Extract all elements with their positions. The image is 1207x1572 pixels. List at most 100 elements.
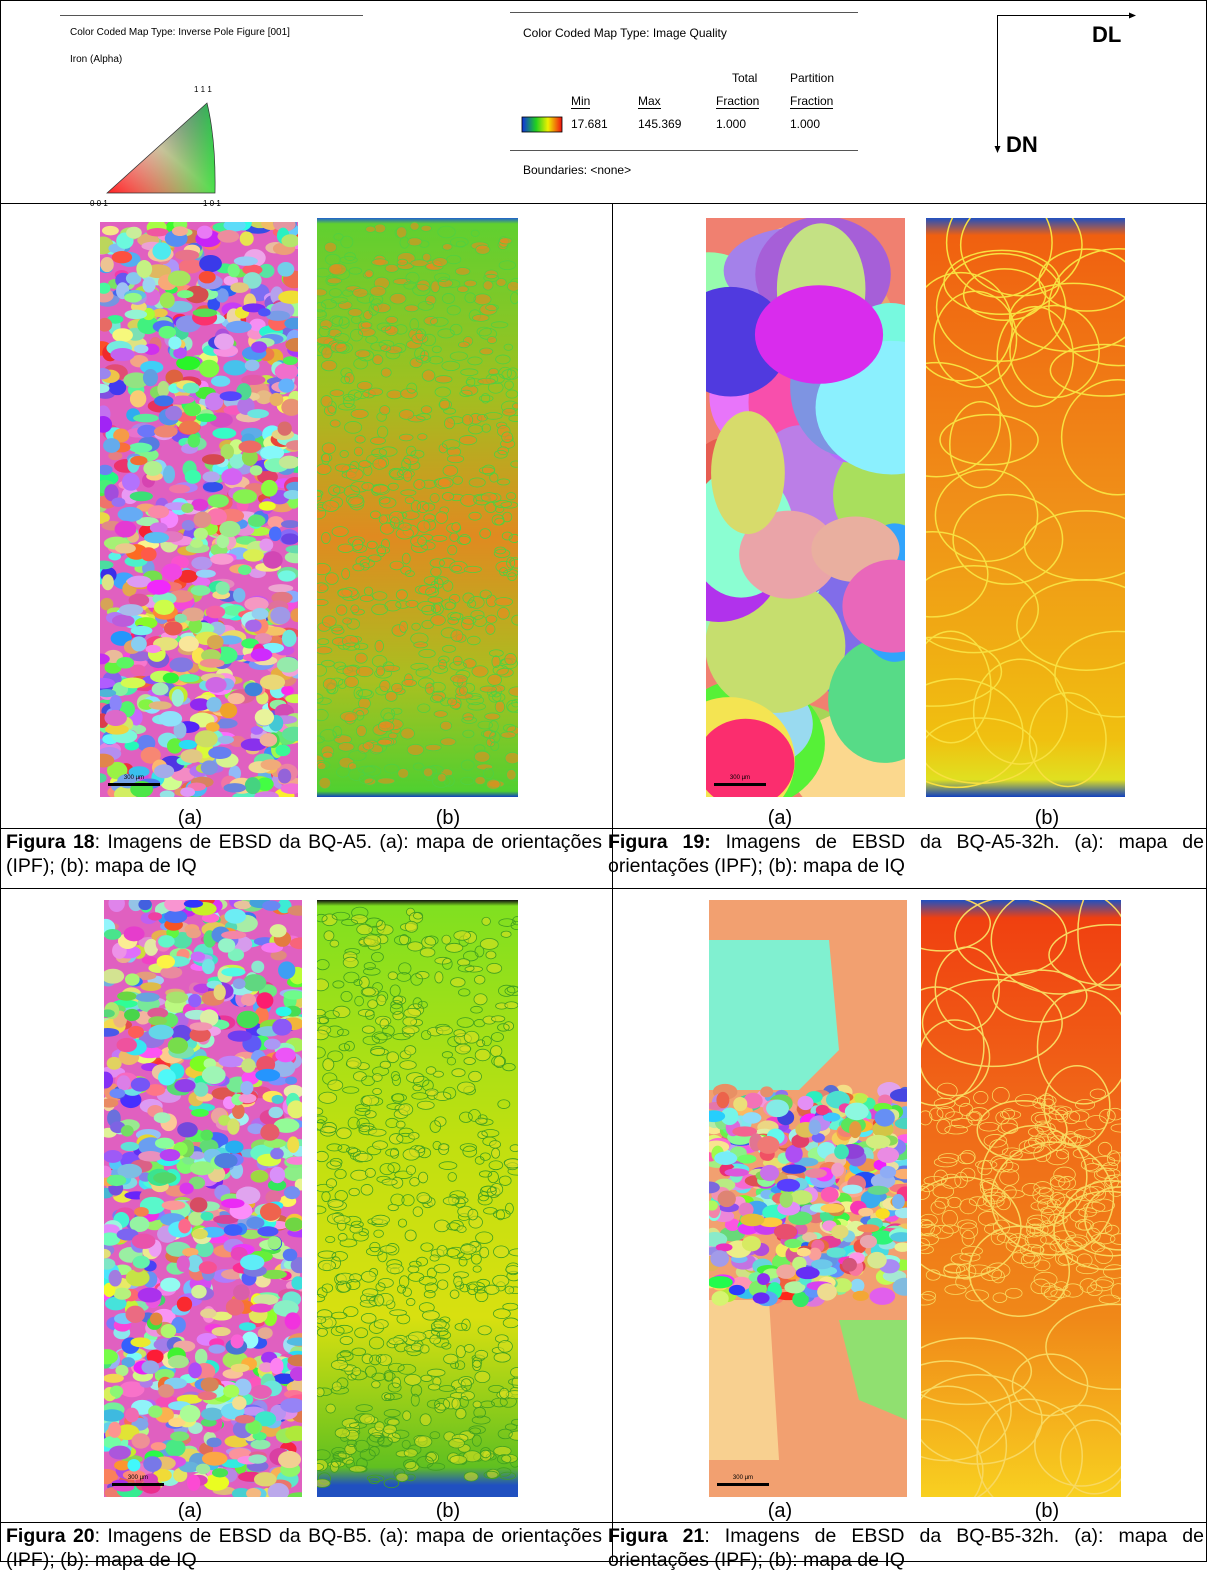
grain-cell <box>504 1159 521 1169</box>
grain <box>118 507 143 522</box>
grain-cell <box>378 1355 391 1366</box>
grain-cell <box>418 537 427 546</box>
grain <box>709 1300 779 1460</box>
grain <box>116 657 134 669</box>
grain <box>218 938 235 952</box>
grain-cell <box>360 976 370 988</box>
grain <box>281 520 299 528</box>
grain-cell <box>421 1375 432 1381</box>
grain-cell <box>399 410 414 420</box>
grain <box>707 1276 733 1288</box>
grain <box>199 360 219 378</box>
grain <box>202 454 225 465</box>
corner-label: 1 1 1 <box>194 85 212 94</box>
grain-cell <box>372 1381 381 1388</box>
grain-cell <box>387 1264 403 1274</box>
grain <box>259 539 273 552</box>
grain <box>724 1168 748 1176</box>
grain-cell <box>390 293 406 304</box>
grain-cell <box>322 752 333 758</box>
arrow-head <box>1129 13 1136 19</box>
grain-cell <box>333 1006 350 1017</box>
grain <box>226 1299 244 1316</box>
grain-cell <box>414 479 425 489</box>
grain-cell <box>360 1414 375 1424</box>
grain <box>742 1112 761 1124</box>
grain-cell <box>403 1149 419 1160</box>
grain <box>710 1250 729 1267</box>
iq-map <box>866 188 1189 797</box>
grain <box>716 1092 729 1108</box>
grain <box>892 1194 905 1209</box>
grain <box>809 1248 822 1261</box>
grain-cell <box>396 1121 405 1128</box>
grain-cell <box>438 279 453 287</box>
grain-cell <box>443 1197 458 1205</box>
grain-cell <box>390 1148 398 1158</box>
grain-cell <box>313 1009 325 1016</box>
grain-cell <box>452 1398 460 1409</box>
grain <box>797 1248 811 1257</box>
grain <box>137 425 157 438</box>
grain <box>239 1094 257 1104</box>
grain <box>250 1170 268 1183</box>
grain-cell <box>511 1368 524 1378</box>
grain <box>98 1249 111 1259</box>
ipf-map: 300 µm <box>90 215 308 803</box>
grain-cell <box>390 1310 407 1316</box>
grain-cell <box>468 1209 478 1220</box>
grain-cell <box>351 915 367 924</box>
grain <box>842 1258 857 1272</box>
grain <box>166 992 188 1004</box>
grain-cell <box>474 751 490 762</box>
grain <box>842 1185 863 1194</box>
grain <box>148 1405 162 1417</box>
grain <box>287 1100 305 1118</box>
grain-cell <box>486 951 496 959</box>
grain <box>162 564 183 581</box>
grain-cell <box>442 935 451 944</box>
column-value: 17.681 <box>571 117 608 131</box>
grain <box>178 1219 191 1234</box>
grain-cell <box>422 253 430 261</box>
grain <box>206 697 221 712</box>
grain <box>199 271 216 283</box>
grain <box>257 1226 278 1236</box>
grain <box>285 1312 301 1329</box>
grain <box>152 683 169 696</box>
grain-cell <box>368 1000 378 1009</box>
grain-cell <box>374 1320 388 1329</box>
grain-cell <box>318 1251 336 1258</box>
grain <box>160 292 175 308</box>
grain <box>246 1217 264 1229</box>
grain-cell <box>457 959 469 966</box>
iq-map <box>310 900 527 1497</box>
grain-cell <box>487 779 501 789</box>
grain-cell <box>505 752 520 764</box>
grain <box>757 1136 779 1154</box>
grain <box>179 421 200 435</box>
grain <box>709 940 839 1090</box>
grain-cell <box>330 390 344 397</box>
grain-cell <box>497 608 509 620</box>
grain-cell <box>436 512 448 524</box>
grain <box>262 900 280 910</box>
grain <box>138 1288 162 1303</box>
grain <box>112 615 134 627</box>
grain <box>849 1121 861 1138</box>
grain-cell <box>440 738 455 746</box>
column-value: 145.369 <box>638 117 681 131</box>
grain <box>264 1039 281 1050</box>
grain <box>742 1236 761 1251</box>
grain-cell <box>322 616 336 627</box>
grain-cell <box>399 434 413 441</box>
grain-cell <box>325 573 338 585</box>
grain <box>270 1358 283 1374</box>
grain-cell <box>362 483 374 491</box>
grain-cell <box>370 511 380 519</box>
grain-cell <box>437 774 446 782</box>
grain <box>280 1398 305 1413</box>
grain-cell <box>493 1275 509 1286</box>
grain <box>224 909 246 924</box>
grain-cell <box>510 1145 520 1152</box>
